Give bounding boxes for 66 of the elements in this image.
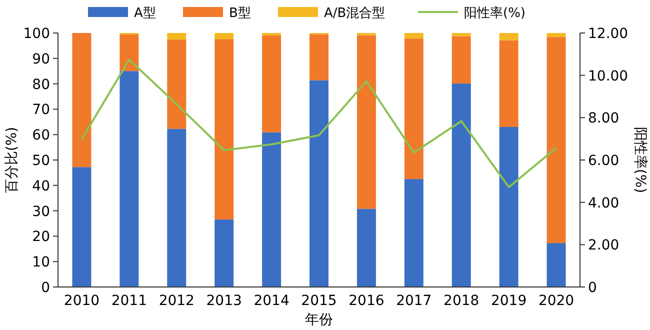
- bar: [310, 80, 328, 287]
- bar: [120, 34, 139, 72]
- bar: [167, 128, 186, 287]
- y-tick-label: 0: [41, 280, 50, 296]
- x-tick-label: 2020: [538, 293, 574, 309]
- y-tick-label: 30: [32, 204, 50, 220]
- y-tick-label: 70: [32, 102, 50, 118]
- bar: [310, 34, 328, 80]
- bar: [452, 36, 471, 84]
- bar: [499, 40, 518, 127]
- y-tick-label: 100: [23, 26, 50, 42]
- y2-axis-title: 阳性率(%): [632, 126, 648, 194]
- y2-tick-label: 4.00: [588, 195, 620, 212]
- x-tick-label: 2010: [64, 293, 100, 309]
- bar: [356, 208, 376, 287]
- bar: [72, 33, 92, 168]
- y-tick-label: 90: [32, 51, 50, 68]
- bar: [499, 33, 518, 40]
- y-tick-label: 40: [32, 178, 50, 194]
- bar: [452, 84, 471, 287]
- bar: [404, 38, 424, 180]
- bar: [120, 71, 139, 287]
- bar: [452, 33, 471, 36]
- x-tick-label: 2011: [111, 293, 147, 309]
- bar: [546, 33, 566, 38]
- legend-label: A型: [134, 6, 156, 21]
- bar: [546, 37, 566, 244]
- legend-label: B型: [229, 6, 251, 21]
- x-tick-label: 2016: [348, 293, 384, 309]
- y2-tick-label: 2.00: [588, 238, 620, 254]
- x-tick-label: 2019: [491, 293, 527, 309]
- y-tick-label: 20: [32, 229, 50, 246]
- x-tick-label: 2013: [206, 293, 242, 309]
- y2-tick-label: 0: [588, 280, 597, 296]
- y2-tick-label: 10.00: [588, 68, 628, 84]
- bar: [262, 36, 282, 132]
- y2-tick-label: 8.00: [588, 110, 620, 127]
- y-tick-label: 80: [32, 76, 50, 93]
- line-series: [80, 58, 558, 188]
- bar: [262, 132, 282, 287]
- bar: [404, 33, 424, 39]
- y-tick-label: 50: [32, 153, 50, 169]
- bar: [214, 33, 234, 40]
- bar: [262, 33, 282, 36]
- y-tick-label: 10: [32, 254, 50, 271]
- bar: [72, 167, 92, 287]
- y-axis-title: 百分比(%): [4, 126, 20, 194]
- bar: [214, 39, 234, 220]
- bar: [356, 35, 376, 209]
- y-tick-label: 60: [32, 128, 50, 144]
- bar: [404, 179, 424, 287]
- bar: [499, 126, 518, 287]
- y2-tick-label: 6.00: [588, 153, 620, 169]
- y2-tick-label: 12.00: [588, 26, 628, 42]
- x-tick-label: 2012: [158, 293, 194, 309]
- bar: [214, 219, 234, 287]
- legend-label: 阳性率(%): [464, 5, 526, 21]
- x-tick-label: 2018: [444, 293, 480, 309]
- x-axis-title: 年份: [305, 312, 333, 328]
- x-tick-label: 2015: [301, 293, 337, 309]
- bar: [546, 243, 566, 287]
- x-tick-label: 2014: [254, 293, 290, 309]
- bar: [167, 40, 186, 129]
- x-tick-label: 2017: [396, 293, 432, 309]
- legend-label: A/B混合型: [324, 6, 386, 21]
- bar: [167, 33, 186, 40]
